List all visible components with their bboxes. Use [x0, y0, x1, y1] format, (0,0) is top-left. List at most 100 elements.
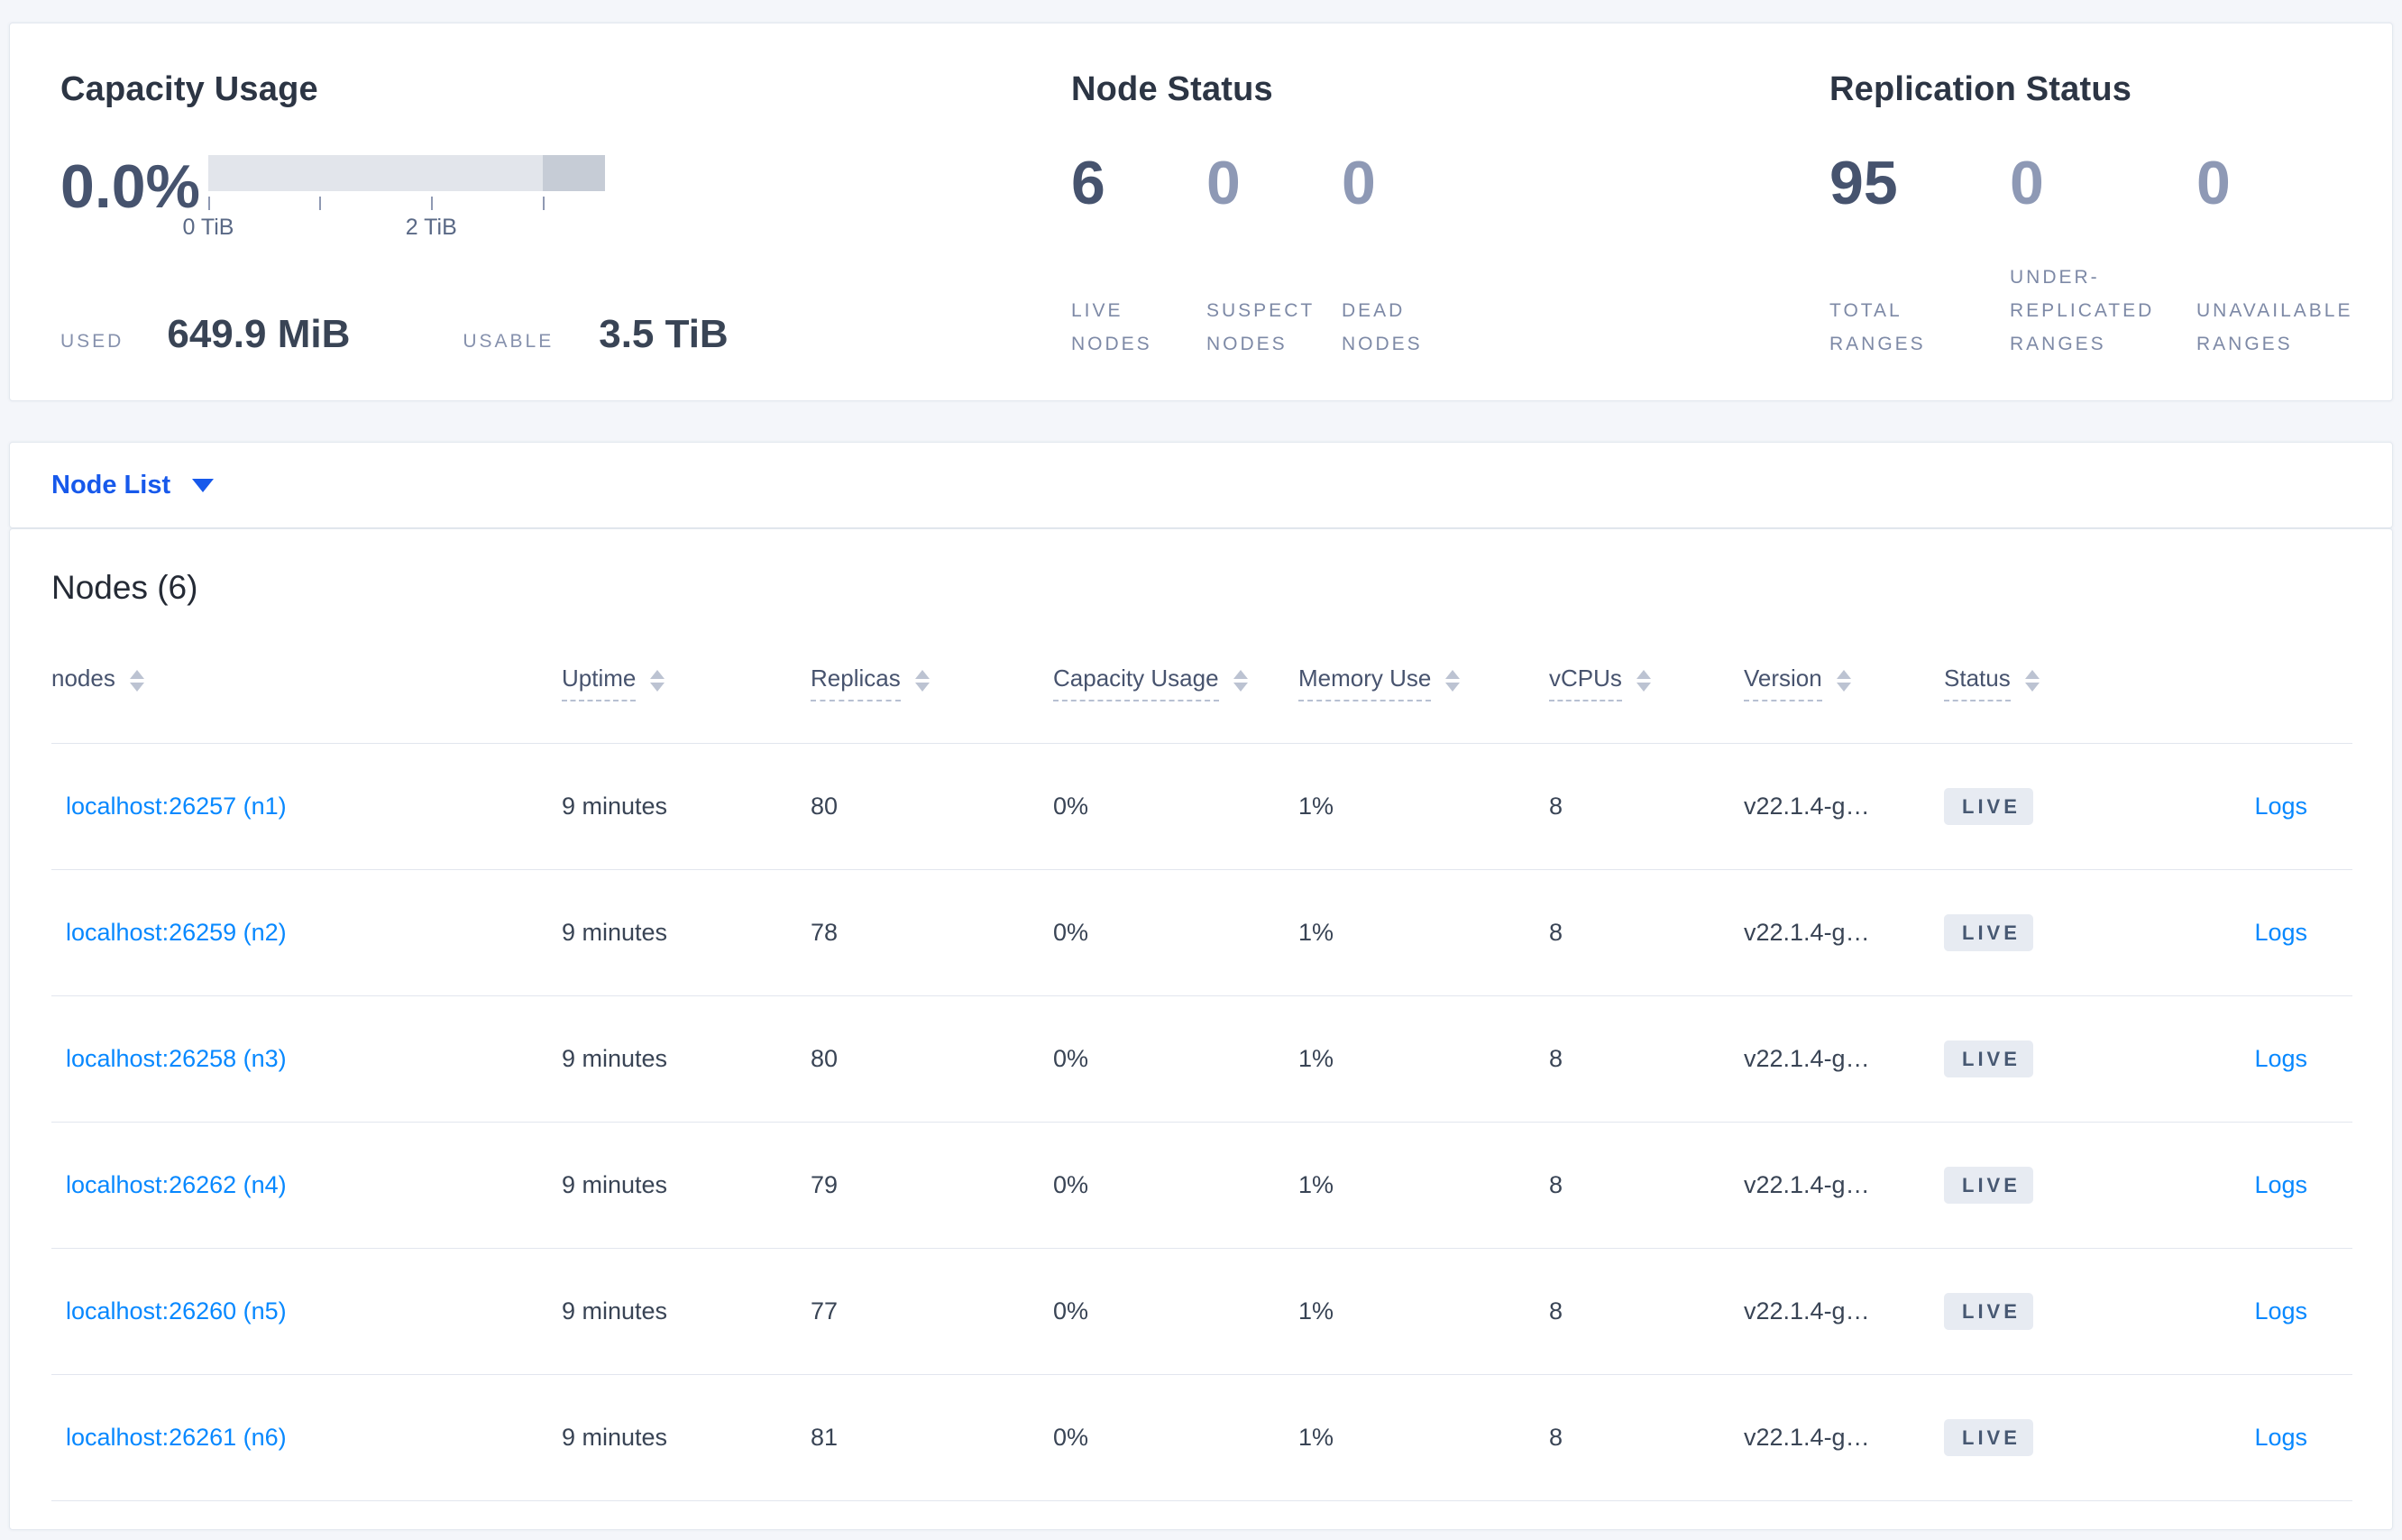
vcpus-cell: 8 — [1549, 869, 1744, 996]
version-cell: v22.1.4-g… — [1744, 1248, 1944, 1375]
total-ranges-count: 95 — [1829, 149, 1898, 217]
column-header-status[interactable]: Status — [1944, 630, 2144, 744]
vcpus-cell: 8 — [1549, 1374, 1744, 1501]
table-row: localhost:26258 (n3) 9 minutes 80 0% 1% … — [51, 995, 2352, 1123]
column-header-memory-use[interactable]: Memory Use — [1298, 630, 1549, 744]
version-cell: v22.1.4-g… — [1744, 743, 1944, 870]
replicas-cell: 77 — [811, 1248, 1053, 1375]
table-row: localhost:26261 (n6) 9 minutes 81 0% 1% … — [51, 1374, 2352, 1501]
logs-link[interactable]: Logs — [2254, 793, 2307, 820]
sort-icon — [1836, 669, 1851, 692]
status-badge: LIVE — [1944, 788, 2033, 825]
nodes-table-card: Nodes (6) nodes Uptime Replicas Capacity… — [9, 528, 2393, 1530]
node-link[interactable]: localhost:26260 (n5) — [66, 1297, 287, 1325]
dead-nodes-count: 0 — [1342, 149, 1376, 217]
logs-link[interactable]: Logs — [2254, 1424, 2307, 1451]
status-badge: LIVE — [1944, 1040, 2033, 1077]
live-nodes-count: 6 — [1071, 149, 1105, 217]
column-header-uptime[interactable]: Uptime — [562, 630, 811, 744]
logs-link[interactable]: Logs — [2254, 1171, 2307, 1198]
used-label: USED — [60, 331, 124, 352]
replication-status-section: Replication Status 95 0 0 TOTAL RANGES U… — [1829, 69, 2392, 402]
uptime-cell: 9 minutes — [562, 1122, 811, 1249]
table-header-row: nodes Uptime Replicas Capacity Usage Mem… — [51, 630, 2352, 744]
nodes-count-title: Nodes (6) — [51, 569, 198, 606]
uptime-cell: 9 minutes — [562, 1374, 811, 1501]
capacity-usage-cell: 0% — [1053, 1248, 1298, 1375]
table-row: localhost:26259 (n2) 9 minutes 78 0% 1% … — [51, 869, 2352, 996]
column-header-nodes[interactable]: nodes — [51, 630, 562, 744]
under-replicated-ranges-label: UNDER-REPLICATED RANGES — [2010, 267, 2155, 354]
version-cell: v22.1.4-g… — [1744, 1122, 1944, 1249]
logs-link[interactable]: Logs — [2254, 1297, 2307, 1325]
capacity-usage-section: Capacity Usage 0.0% 0 TiB 2 TiB USED 649… — [60, 69, 1071, 402]
memory-use-cell: 1% — [1298, 1374, 1549, 1501]
table-row: localhost:26260 (n5) 9 minutes 77 0% 1% … — [51, 1248, 2352, 1375]
memory-use-cell: 1% — [1298, 1122, 1549, 1249]
sort-icon — [1445, 669, 1461, 692]
vcpus-cell: 8 — [1549, 995, 1744, 1123]
suspect-nodes-label: SUSPECT NODES — [1206, 300, 1315, 354]
node-list-dropdown[interactable]: Node List — [51, 470, 215, 500]
under-replicated-ranges-count: 0 — [2010, 149, 2044, 217]
memory-use-cell: 1% — [1298, 869, 1549, 996]
vcpus-cell: 8 — [1549, 743, 1744, 870]
sort-icon — [1636, 669, 1651, 692]
replication-status-title: Replication Status — [1829, 70, 2132, 108]
version-cell: v22.1.4-g… — [1744, 995, 1944, 1123]
dead-nodes-label: DEAD NODES — [1342, 300, 1423, 354]
logs-link[interactable]: Logs — [2254, 919, 2307, 946]
capacity-axis: 0 TiB 2 TiB — [183, 191, 605, 240]
capacity-usage-bar-chart: 0 TiB 2 TiB — [183, 155, 605, 240]
memory-use-cell: 1% — [1298, 995, 1549, 1123]
status-badge: LIVE — [1944, 1167, 2033, 1204]
total-ranges-label: TOTAL RANGES — [1829, 300, 1926, 354]
sort-icon — [650, 669, 665, 692]
sort-icon — [2024, 669, 2040, 692]
logs-link[interactable]: Logs — [2254, 1045, 2307, 1072]
unavailable-ranges-count: 0 — [2196, 149, 2231, 217]
node-status-section: Node Status 6 0 0 LIVE NODES SUSPECT NOD… — [1071, 69, 1829, 402]
nodes-table: nodes Uptime Replicas Capacity Usage Mem… — [51, 630, 2352, 1501]
uptime-cell: 9 minutes — [562, 869, 811, 996]
node-link[interactable]: localhost:26258 (n3) — [66, 1045, 287, 1072]
uptime-cell: 9 minutes — [562, 995, 811, 1123]
node-link[interactable]: localhost:26262 (n4) — [66, 1171, 287, 1198]
capacity-usage-cell: 0% — [1053, 869, 1298, 996]
memory-use-cell: 1% — [1298, 743, 1549, 870]
replicas-cell: 81 — [811, 1374, 1053, 1501]
column-header-vcpus[interactable]: vCPUs — [1549, 630, 1744, 744]
node-status-title: Node Status — [1071, 70, 1273, 108]
node-link[interactable]: localhost:26261 (n6) — [66, 1424, 287, 1451]
capacity-used-percent: 0.0% — [60, 152, 200, 221]
sort-icon — [1233, 669, 1248, 692]
node-link[interactable]: localhost:26257 (n1) — [66, 793, 287, 820]
unavailable-ranges-label: UNAVAILABLE RANGES — [2196, 300, 2353, 354]
live-nodes-label: LIVE NODES — [1071, 300, 1152, 354]
status-badge: LIVE — [1944, 1419, 2033, 1456]
suspect-nodes-count: 0 — [1206, 149, 1241, 217]
usable-label: USABLE — [463, 331, 555, 352]
capacity-usage-cell: 0% — [1053, 1122, 1298, 1249]
replicas-cell: 79 — [811, 1122, 1053, 1249]
memory-use-cell: 1% — [1298, 1248, 1549, 1375]
column-header-version[interactable]: Version — [1744, 630, 1944, 744]
axis-tick — [431, 197, 434, 210]
capacity-bar-track — [208, 155, 605, 191]
node-link[interactable]: localhost:26259 (n2) — [66, 919, 287, 946]
view-selector-bar: Node List — [9, 442, 2393, 528]
replicas-cell: 78 — [811, 869, 1053, 996]
axis-tick-label: 0 TiB — [182, 215, 234, 240]
node-list-dropdown-label: Node List — [51, 470, 171, 500]
cluster-summary-panel: Capacity Usage 0.0% 0 TiB 2 TiB USED 649… — [9, 23, 2393, 401]
replicas-cell: 80 — [811, 995, 1053, 1123]
vcpus-cell: 8 — [1549, 1122, 1744, 1249]
axis-tick — [542, 197, 545, 210]
column-header-capacity-usage[interactable]: Capacity Usage — [1053, 630, 1298, 744]
replicas-cell: 80 — [811, 743, 1053, 870]
uptime-cell: 9 minutes — [562, 1248, 811, 1375]
capacity-usage-cell: 0% — [1053, 743, 1298, 870]
column-header-replicas[interactable]: Replicas — [811, 630, 1053, 744]
column-header-logs — [2144, 630, 2352, 744]
table-row: localhost:26262 (n4) 9 minutes 79 0% 1% … — [51, 1122, 2352, 1249]
